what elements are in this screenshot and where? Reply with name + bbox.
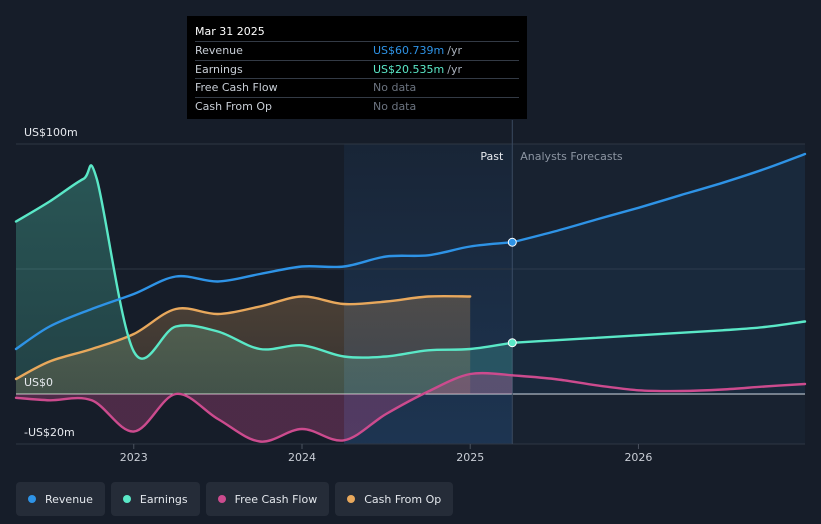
legend-item-revenue[interactable]: Revenue <box>16 482 105 516</box>
revenue-forecast-area <box>512 154 805 394</box>
tooltip-label: Revenue <box>195 44 243 57</box>
earnings-dot-icon <box>122 495 131 503</box>
y-tick-label: US$0 <box>24 376 53 389</box>
tooltip-row-free-cash-flow: Free Cash Flow No data <box>195 78 519 97</box>
tooltip-label: Free Cash Flow <box>195 81 278 94</box>
x-tick-label: 2025 <box>456 451 484 464</box>
tooltip-unit: /yr <box>447 62 462 76</box>
chart-area: US$100m US$0 -US$20m 2023 2024 2025 2026 Past An… <box>14 120 807 464</box>
earnings-highlight-point <box>507 338 517 348</box>
y-tick-label: -US$20m <box>24 426 75 439</box>
free-cash-flow-line <box>14 371 514 443</box>
revenue-forecast-line <box>511 152 807 244</box>
x-tick-label: 2026 <box>624 451 652 464</box>
legend-label: Cash From Op <box>364 492 442 506</box>
x-tick-label: 2023 <box>120 451 148 464</box>
tooltip-unit: /yr <box>447 44 462 57</box>
legend-label: Revenue <box>45 492 93 506</box>
legend-item-cash-from-op[interactable]: Cash From Op <box>335 482 454 516</box>
tooltip-value: US$20.535m <box>373 62 445 76</box>
tooltip-value: No data <box>373 81 417 94</box>
tooltip-row-revenue: Revenue US$60.739m /yr <box>195 41 519 60</box>
tooltip-label: Earnings <box>195 62 243 76</box>
cash-from-op-area <box>16 296 471 394</box>
tooltip-row-cash-from-op: Cash From Op No data <box>195 96 519 116</box>
past-label: Past <box>480 150 504 163</box>
y-tick-label: US$100m <box>24 126 78 139</box>
free-cash-flow-area <box>16 373 513 442</box>
legend: Revenue Earnings Free Cash Flow Cash Fro… <box>16 482 454 516</box>
tooltip-date: Mar 31 2025 <box>195 25 265 38</box>
x-tick-label: 2024 <box>288 451 316 464</box>
legend-label: Earnings <box>139 492 188 506</box>
legend-item-free-cash-flow[interactable]: Free Cash Flow <box>205 482 330 516</box>
cash-from-op-dot-icon <box>347 495 356 503</box>
revenue-line <box>14 241 514 351</box>
tooltip-value: No data <box>373 99 417 113</box>
free-cash-flow-dot-icon <box>217 495 226 503</box>
free-cash-flow-forecast-line <box>511 374 807 393</box>
revenue-highlight-point <box>507 237 517 247</box>
legend-item-earnings[interactable]: Earnings <box>110 482 200 516</box>
tooltip-label: Cash From Op <box>195 99 273 113</box>
tooltip-value: US$60.739m <box>373 44 445 57</box>
revenue-dot-icon <box>28 495 36 503</box>
tooltip-row-earnings: Earnings US$20.535m /yr <box>195 59 519 79</box>
cash-from-op-line <box>14 294 472 381</box>
tooltip: Mar 31 2025 Revenue US$60.739m /yr Earni… <box>187 16 527 119</box>
forecast-label: Analysts Forecasts <box>520 150 623 163</box>
earnings-line <box>14 164 514 360</box>
legend-label: Free Cash Flow <box>234 492 318 506</box>
earnings-forecast-line <box>511 320 807 344</box>
